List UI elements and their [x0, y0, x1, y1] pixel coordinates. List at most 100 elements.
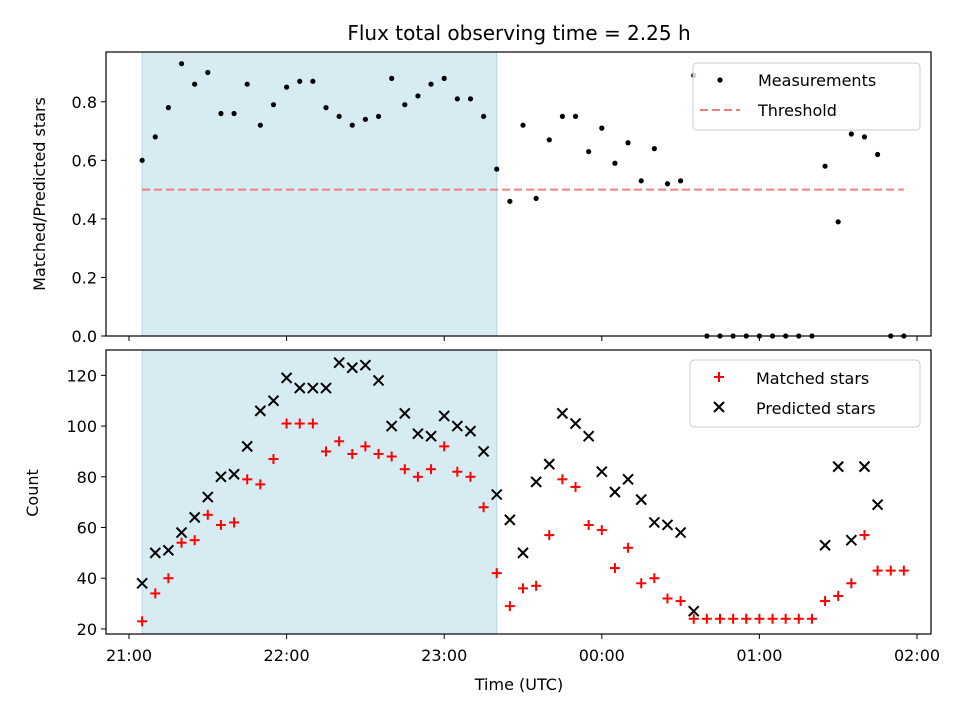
predicted-star-point — [188, 511, 201, 524]
top-legend: Measurements Threshold — [692, 62, 921, 131]
measurement-point — [494, 166, 500, 172]
predicted-star-point — [228, 468, 240, 480]
bottom-y-ticks: 20 40 60 80 100 120 — [66, 366, 106, 639]
matched-star-point — [215, 519, 226, 530]
predicted-star-point — [346, 362, 358, 374]
predicted-star-point — [464, 425, 477, 437]
matched-star-point — [833, 590, 844, 601]
measurement-point — [664, 181, 671, 187]
predicted-star-point — [399, 407, 411, 420]
bottom-y-tick-label: 80 — [77, 468, 97, 487]
measurement-points — [139, 61, 907, 339]
bottom-y-tick-label: 100 — [66, 417, 97, 436]
measurement-point — [284, 84, 290, 90]
bottom-x-tick-label: 22:00 — [264, 646, 310, 665]
matched-star-point — [859, 530, 870, 541]
matched-star-point — [465, 471, 476, 482]
measurement-point — [586, 148, 592, 155]
predicted-star-point — [412, 427, 424, 440]
bottom-highlight-span — [141, 349, 498, 635]
measurement-point — [310, 78, 316, 84]
legend-matched-label: Matched stars — [756, 369, 869, 388]
matched-star-point — [189, 535, 200, 546]
matched-star-point — [229, 517, 240, 528]
predicted-star-point — [451, 420, 464, 432]
legend-measurements-label: Measurements — [758, 71, 876, 90]
predicted-star-point — [832, 460, 844, 473]
top-y-tick-label: 0.2 — [72, 268, 97, 287]
predicted-star-point — [569, 417, 582, 430]
bottom-x-ticks: 21:00 22:00 23:00 00:00 01:00 02:00 — [106, 634, 940, 665]
measurement-point — [139, 157, 145, 163]
matched-star-point — [281, 418, 292, 429]
matched-star-point — [846, 578, 857, 589]
matched-star-point — [609, 563, 620, 574]
measurement-point — [520, 122, 526, 128]
predicted-star-point — [609, 486, 621, 498]
measurement-point — [441, 75, 447, 81]
measurement-point — [559, 113, 566, 120]
matched-star-point — [675, 596, 686, 607]
matched-star-point — [701, 613, 712, 624]
measurement-point — [375, 113, 382, 120]
measurement-point — [297, 78, 303, 84]
matched-star-point — [439, 441, 450, 452]
predicted-star-point — [648, 516, 661, 529]
matched-star-point — [360, 441, 371, 452]
predicted-star-point — [438, 410, 450, 422]
matched-star-point — [242, 474, 253, 485]
top-highlight-span — [141, 51, 498, 337]
bottom-y-tick-label: 40 — [77, 569, 97, 588]
bottom-x-tick-label: 23:00 — [421, 646, 467, 665]
matched-star-point — [531, 580, 542, 591]
matched-star-point — [321, 446, 331, 457]
top-x-ticks — [128, 336, 918, 341]
predicted-star-point — [582, 430, 595, 442]
matched-star-point — [754, 613, 765, 624]
matched-star-point — [202, 509, 213, 520]
legend-predicted-label: Predicted stars — [756, 399, 876, 418]
measurement-point — [349, 122, 355, 128]
predicted-star-point — [543, 458, 555, 470]
legend-predicted-marker — [713, 401, 725, 413]
bottom-legend: Matched stars Predicted stars — [689, 359, 921, 428]
bottom-x-tick-label: 21:00 — [106, 646, 152, 665]
measurement-point — [323, 105, 329, 111]
predicted-star-point — [425, 430, 437, 442]
top-y-tick-label: 0.6 — [72, 151, 97, 170]
measurement-point — [467, 96, 474, 102]
matched-stars-points — [137, 418, 909, 627]
measurement-point — [270, 102, 277, 108]
predicted-star-point — [162, 544, 175, 557]
predicted-star-point — [202, 491, 214, 503]
predicted-star-point — [267, 395, 280, 407]
bottom-legend-box — [689, 359, 921, 428]
measurement-point — [835, 219, 841, 225]
matched-star-point — [137, 616, 148, 627]
matched-star-point — [557, 474, 568, 485]
predicted-star-point — [149, 547, 161, 559]
matched-star-point — [426, 464, 437, 475]
measurement-point — [231, 110, 237, 117]
matched-star-point — [715, 613, 725, 624]
predicted-star-point — [556, 407, 569, 420]
matched-star-point — [636, 578, 647, 589]
predicted-star-point — [530, 476, 542, 488]
bottom-x-tick-label: 02:00 — [894, 646, 940, 665]
measurement-point — [638, 178, 644, 184]
top-y-ticks: 0.0 0.2 0.4 0.6 0.8 — [72, 93, 106, 346]
predicted-star-point — [871, 498, 884, 511]
bottom-y-tick-label: 20 — [77, 620, 97, 639]
measurement-point — [257, 122, 263, 128]
matched-star-point — [649, 573, 660, 584]
matched-star-point — [491, 568, 502, 579]
measurement-point — [244, 81, 250, 87]
measurement-point — [625, 140, 631, 146]
measurement-point — [599, 125, 605, 131]
matched-star-point — [307, 418, 318, 429]
top-panel-title: Flux total observing time = 2.25 h — [347, 21, 690, 45]
x-axis-label: Time (UTC) — [474, 675, 563, 694]
measurement-point — [533, 195, 539, 201]
bottom-x-tick-label: 01:00 — [736, 646, 782, 665]
predicted-star-point — [215, 471, 227, 483]
